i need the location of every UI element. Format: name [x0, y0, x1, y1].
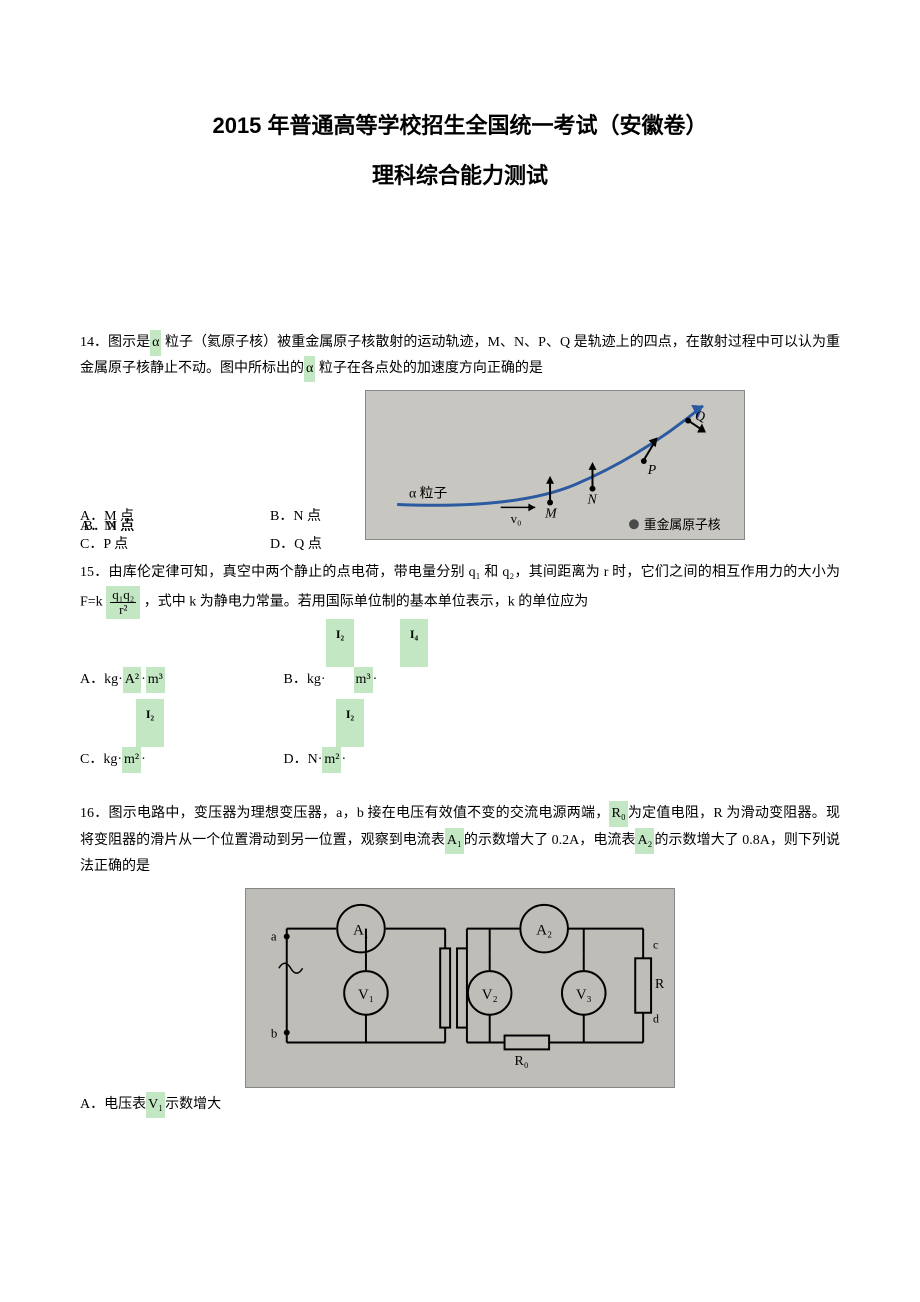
pt-N: N	[587, 492, 598, 507]
box-I2-b: I₂	[326, 621, 354, 647]
q14-number: 14．	[80, 335, 108, 350]
q15-options: I₂ I₄ A．kg·A²·m³ B．kg· m³· I₂ I₂ C．kg·m²…	[80, 619, 840, 774]
alpha-symbol-2: α	[304, 356, 315, 382]
terminal-b: b	[271, 1026, 277, 1040]
q15-text2: ，式中 k 为静电力常量。若用国际单位制的基本单位表示，k 的单位应为	[140, 595, 588, 610]
title-line-1: 2015 年普通高等学校招生全国统一考试（安徽卷）	[80, 108, 840, 140]
optB-dot: ·	[373, 672, 378, 687]
q14-prefix: 图示是	[108, 335, 150, 350]
frac-den: r²	[110, 603, 136, 617]
R0-label: R₀	[514, 1053, 528, 1068]
q16-figure: A₁ a b V₁ A₂ R c d R₀ V₂ V₃	[245, 888, 675, 1088]
q16-option-A: A．电压表V₁示数增大	[80, 1092, 840, 1118]
q16-optA-pre: A．电压表	[80, 1097, 146, 1112]
optA-pre: A．kg·	[80, 672, 123, 687]
alpha-particle-label: α 粒子	[409, 486, 447, 501]
q14-optB: B．N 点	[270, 504, 460, 530]
A1-sym: A₁	[445, 828, 464, 854]
q14-stem: 14．图示是α 粒子（氦原子核）被重金属原子核散射的运动轨迹，M、N、P、Q 是…	[80, 330, 840, 382]
coulomb-fraction: q₁q₂ r²	[106, 586, 140, 618]
A2-sym: A₂	[635, 828, 654, 854]
q16-stem: 16．图示电路中，变压器为理想变压器，a，b 接在电压有效值不变的交流电源两端，…	[80, 801, 840, 879]
pt-P: P	[647, 462, 657, 477]
box-I4-b: I₄	[400, 621, 428, 647]
slider-c: c	[653, 937, 658, 951]
optB-pre: B．kg·	[284, 672, 326, 687]
box-I2-d: I₂	[336, 701, 364, 727]
slider-d: d	[653, 1011, 659, 1025]
V1-sym: V₁	[146, 1092, 165, 1118]
q15-stem: 15．由库伦定律可知，真空中两个静止的点电荷，带电量分别 q₁ 和 q₂，其间距…	[80, 560, 840, 618]
optD-pre: D．N·	[284, 752, 323, 767]
optD-dot: ·	[341, 752, 346, 767]
R0-sym: R₀	[609, 801, 627, 827]
frac-num: q₁q₂	[110, 588, 136, 603]
box-I2-c: I₂	[136, 701, 164, 727]
q14-option-B: B．N 点	[84, 514, 274, 540]
q16-t3: 的示数增大了 0.2A，电流表	[464, 833, 636, 848]
q16-optA-post: 示数增大	[165, 1097, 221, 1112]
terminal-a: a	[271, 929, 277, 943]
q14-option-D: D．Q 点	[270, 532, 460, 558]
q16-t1: 图示电路中，变压器为理想变压器，a，b 接在电压有效值不变的交流电源两端，	[108, 807, 609, 822]
A2-meter: A₂	[536, 922, 552, 938]
q16-number: 16．	[80, 807, 108, 822]
optC-dot: ·	[141, 752, 146, 767]
optC-pre: C．kg·	[80, 752, 122, 767]
q14-mid2: 粒子在各点处的加速度方向正确的是	[315, 361, 543, 376]
q15-number: 15．	[80, 565, 109, 580]
V3-meter: V₃	[576, 987, 592, 1003]
pt-M: M	[544, 506, 558, 521]
pt-Q: Q	[695, 409, 705, 424]
R-label: R	[655, 976, 665, 991]
alpha-symbol: α	[150, 330, 161, 356]
v0-label: v₀	[511, 513, 522, 527]
V2-meter: V₂	[482, 987, 498, 1003]
nucleus-dot	[629, 520, 639, 530]
nucleus-label: 重金属原子核	[644, 518, 721, 533]
title-line-2: 理科综合能力测试	[80, 158, 840, 190]
V1-meter: V₁	[358, 987, 374, 1003]
